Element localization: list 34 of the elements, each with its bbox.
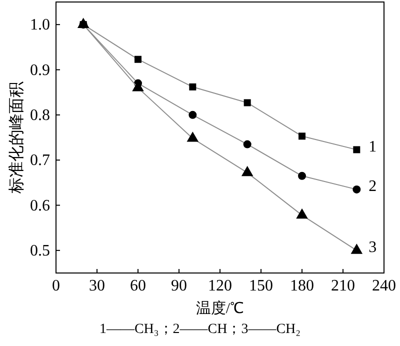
point — [134, 56, 142, 63]
point — [243, 140, 252, 148]
y-tick-label: 0.6 — [30, 197, 50, 214]
point — [189, 83, 196, 90]
point — [188, 110, 197, 119]
x-tick-label: 210 — [331, 277, 355, 294]
series-label: 1 — [368, 138, 377, 156]
text: 1——CH₃；2——CH；3——CH₂ — [99, 322, 301, 337]
y-tick-label: 0.9 — [30, 62, 50, 79]
y-tick-label: 0.5 — [30, 242, 50, 260]
point — [298, 132, 306, 140]
point — [353, 146, 360, 154]
x-tick-label: 240 — [372, 277, 396, 294]
point — [244, 99, 251, 106]
point — [241, 166, 254, 176]
y-tick-label: 1.0 — [30, 16, 50, 34]
x-tick-label: 30 — [89, 277, 105, 294]
x-axis-title: 温度/℃ — [196, 300, 244, 317]
point — [298, 172, 306, 180]
y-axis-title: 标准化的峰面积 — [8, 82, 26, 194]
x-tick-label: 0 — [52, 277, 60, 294]
x-tick-label: 120 — [208, 277, 232, 294]
point — [186, 132, 199, 142]
point — [352, 185, 361, 194]
point — [350, 244, 363, 254]
x-tick-label: 90 — [171, 277, 187, 294]
series-label: 3 — [368, 239, 377, 256]
x-tick-label: 150 — [249, 277, 273, 294]
x-tick-label: 180 — [290, 277, 314, 294]
y-tick-label: 0.8 — [30, 107, 50, 124]
point — [296, 208, 308, 219]
series-label: 2 — [368, 178, 377, 196]
y-tick-label: 0.7 — [30, 152, 50, 170]
x-tick-label: 60 — [130, 277, 146, 294]
